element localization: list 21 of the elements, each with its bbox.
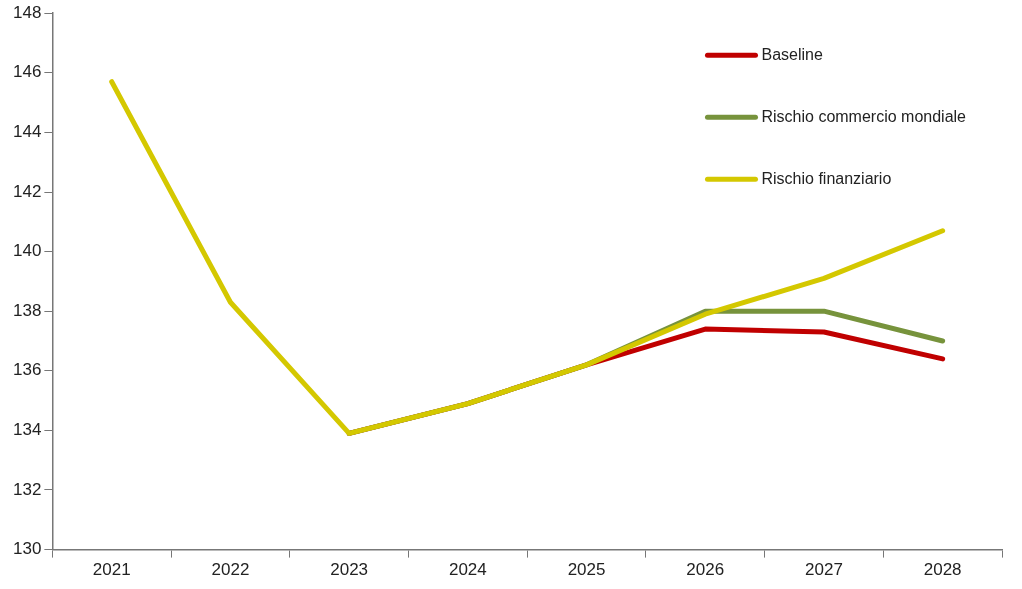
y-tick-label: 144 [12, 122, 42, 142]
y-tick-label: 134 [12, 420, 42, 440]
x-tick-label: 2025 [567, 560, 606, 580]
x-tick-label: 2027 [805, 560, 843, 580]
y-tick-label: 146 [12, 62, 42, 82]
legend-label: Rischio finanziario [761, 169, 892, 187]
x-tick-label: 2028 [923, 560, 962, 580]
x-tick-label: 2021 [92, 560, 131, 580]
y-tick-label: 132 [12, 479, 42, 499]
y-tick-label: 136 [12, 360, 42, 380]
y-tick-label: 148 [12, 2, 42, 22]
x-tick-label: 2026 [686, 560, 725, 580]
y-tick-label: 130 [12, 539, 42, 559]
x-tick-label: 2022 [211, 560, 250, 580]
y-tick-label: 142 [12, 181, 42, 201]
x-tick-label: 2024 [448, 560, 487, 580]
legend-label: Baseline [761, 45, 823, 63]
legend-label: Rischio commercio mondiale [761, 107, 967, 125]
y-tick-label: 138 [12, 300, 42, 320]
y-tick-label: 140 [12, 241, 42, 261]
x-tick-label: 2023 [330, 560, 369, 580]
